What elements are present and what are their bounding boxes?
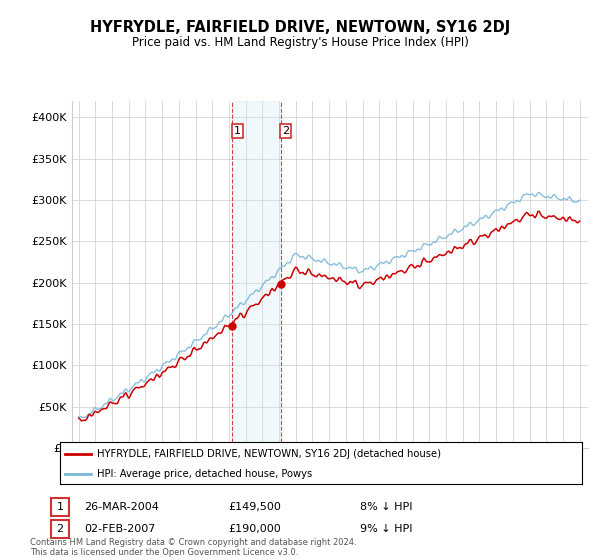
Text: £190,000: £190,000 (228, 524, 281, 534)
Bar (232, 101, 281, 448)
Text: 26-MAR-2004: 26-MAR-2004 (84, 502, 159, 512)
Text: HPI: Average price, detached house, Powys: HPI: Average price, detached house, Powy… (97, 469, 312, 479)
Text: 8% ↓ HPI: 8% ↓ HPI (360, 502, 413, 512)
Text: 1: 1 (56, 502, 64, 512)
Text: Contains HM Land Registry data © Crown copyright and database right 2024.
This d: Contains HM Land Registry data © Crown c… (30, 538, 356, 557)
Text: HYFRYDLE, FAIRFIELD DRIVE, NEWTOWN, SY16 2DJ: HYFRYDLE, FAIRFIELD DRIVE, NEWTOWN, SY16… (90, 20, 510, 35)
Text: Price paid vs. HM Land Registry's House Price Index (HPI): Price paid vs. HM Land Registry's House … (131, 36, 469, 49)
Text: £149,500: £149,500 (228, 502, 281, 512)
Text: 2: 2 (56, 524, 64, 534)
Text: HYFRYDLE, FAIRFIELD DRIVE, NEWTOWN, SY16 2DJ (detached house): HYFRYDLE, FAIRFIELD DRIVE, NEWTOWN, SY16… (97, 449, 440, 459)
Text: 9% ↓ HPI: 9% ↓ HPI (360, 524, 413, 534)
Text: 1: 1 (234, 125, 241, 136)
Text: 2: 2 (282, 125, 289, 136)
Text: 02-FEB-2007: 02-FEB-2007 (84, 524, 155, 534)
